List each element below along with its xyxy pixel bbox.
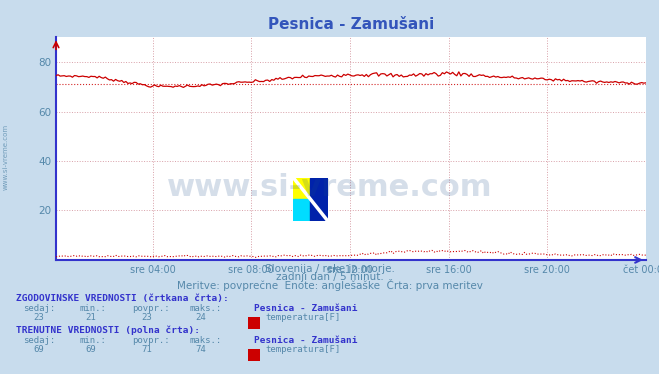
Text: sedaj:: sedaj: [23,336,55,345]
Bar [293,199,310,221]
Text: 23: 23 [33,313,43,322]
Text: 69: 69 [33,344,43,353]
Text: min.:: min.: [79,336,106,345]
Text: temperatura[F]: temperatura[F] [266,344,341,353]
Text: 71: 71 [142,344,152,353]
Text: zadnji dan / 5 minut.: zadnji dan / 5 minut. [275,273,384,282]
Text: Pesnica - Zamušani: Pesnica - Zamušani [254,336,357,345]
Text: min.:: min.: [79,304,106,313]
Text: temperatura[F]: temperatura[F] [266,313,341,322]
Text: maks.:: maks.: [189,336,221,345]
Text: maks.:: maks.: [189,304,221,313]
Bar [310,178,328,221]
Text: www.si-vreme.com: www.si-vreme.com [2,124,9,190]
Text: 69: 69 [86,344,96,353]
Text: 21: 21 [86,313,96,322]
Text: povpr.:: povpr.: [132,304,169,313]
Bar [293,178,310,199]
Text: Meritve: povprečne  Enote: anglešaške  Črta: prva meritev: Meritve: povprečne Enote: anglešaške Črt… [177,279,482,291]
Text: povpr.:: povpr.: [132,336,169,345]
Text: 74: 74 [196,344,206,353]
Text: Pesnica - Zamušani: Pesnica - Zamušani [254,304,357,313]
Text: ZGODOVINSKE VREDNOSTI (črtkana črta):: ZGODOVINSKE VREDNOSTI (črtkana črta): [16,294,229,303]
Text: 23: 23 [142,313,152,322]
Title: Pesnica - Zamušani: Pesnica - Zamušani [268,17,434,32]
Text: Slovenija / reke in morje.: Slovenija / reke in morje. [264,264,395,274]
Text: TRENUTNE VREDNOSTI (polna črta):: TRENUTNE VREDNOSTI (polna črta): [16,325,200,335]
Text: sedaj:: sedaj: [23,304,55,313]
Text: 24: 24 [196,313,206,322]
Text: www.si-vreme.com: www.si-vreme.com [167,172,492,202]
